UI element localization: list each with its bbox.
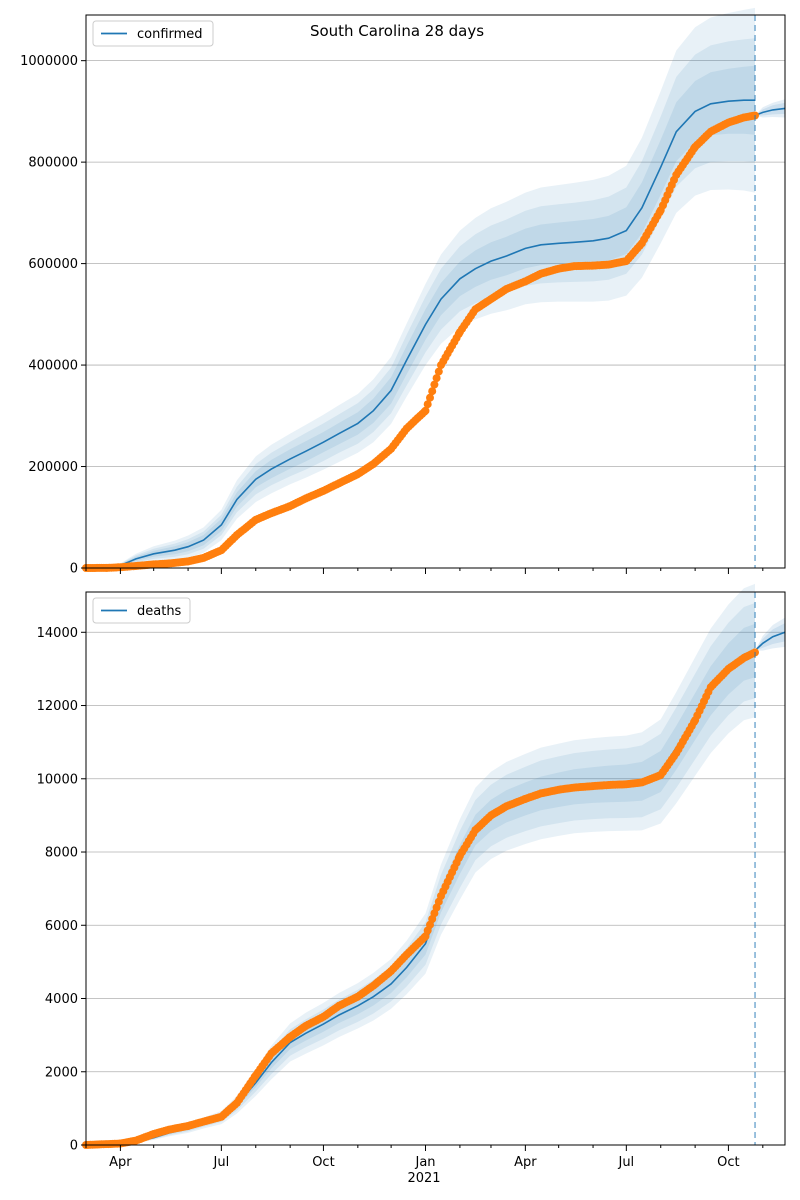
deaths-y-tick-label: 0 [70,1139,78,1154]
deaths-x-tick-label: Jul [213,1155,230,1170]
confirmed-y-tick-label: 0 [70,562,78,577]
confirmed-panel: 0 200000 400000 600000 800000 1000000 confirm… [20,7,786,577]
figure-title: South Carolina 28 days [310,22,484,40]
deaths-y-tick-label: 2000 [45,1065,78,1080]
confirmed-legend-label: confirmed [137,27,203,42]
confirmed-y-tick-label: 800000 [28,156,78,171]
confirmed-forecast-line [754,107,786,117]
confirmed-axes [85,14,786,569]
confirmed-observed-points [82,111,759,572]
confirmed-observed-point [423,400,432,409]
deaths-axes-frame [85,591,786,1146]
deaths-x-ticks: Apr Jul Oct Jan Apr Jul Oct [85,1145,764,1170]
deaths-legend: deaths [92,597,191,624]
deaths-x-tick-label: Oct [312,1155,334,1170]
deaths-y-ticks: 0 2000 4000 6000 8000 10000 12000 14000 [37,626,86,1154]
deaths-forecast-line [754,631,786,652]
confirmed-legend-box [92,20,214,47]
deaths-y-tick-label: 8000 [45,846,78,861]
deaths-x-tick-label: Jul [617,1155,634,1170]
confirmed-x-ticks [85,568,764,574]
deaths-observed-points [82,648,759,1149]
x-year-label: 2021 [407,1171,440,1186]
deaths-legend-label: deaths [137,604,182,619]
confirmed-y-tick-label: 200000 [28,460,78,475]
confirmed-uncertainty-band [86,65,755,568]
confirmed-model-line [85,99,786,569]
deaths-x-tick-label: Apr [514,1155,537,1170]
confirmed-y-tick-label: 600000 [28,257,78,272]
deaths-y-tick-label: 6000 [45,919,78,934]
confirmed-observed-point [428,387,437,396]
confirmed-uncertainty-band [86,7,755,568]
deaths-y-tick-label: 14000 [37,626,78,641]
confirmed-y-ticks: 0 200000 400000 600000 800000 1000000 [20,54,86,577]
confirmed-axes-frame [85,14,786,569]
deaths-y-tick-label: 4000 [45,992,78,1007]
confirmed-observed-point [434,367,443,376]
deaths-axes [85,591,786,1146]
confirmed-uncertainty-band [86,38,755,569]
deaths-gridlines [86,631,785,1073]
confirmed-observed-point [430,380,439,389]
confirmed-legend: confirmed [92,20,214,47]
confirmed-y-tick-label: 1000000 [20,54,78,69]
deaths-x-tick-label: Jan [414,1155,435,1170]
confirmed-gridlines [86,60,785,467]
deaths-x-tick-label: Apr [109,1155,132,1170]
confirmed-observed-point [432,374,441,383]
confirmed-model-line [85,99,755,569]
deaths-forecast-band [755,617,785,651]
confirmed-observed-point [426,393,434,402]
deaths-y-tick-label: 12000 [37,699,78,714]
deaths-x-tick-label: Oct [717,1155,739,1170]
deaths-panel: 0 2000 4000 6000 8000 10000 12000 14000 Apr Jul O… [37,583,786,1170]
deaths-y-tick-label: 10000 [37,772,78,787]
confirmed-y-tick-label: 400000 [28,359,78,374]
confirmed-observed-point [421,406,430,415]
deaths-legend-box [92,597,191,624]
